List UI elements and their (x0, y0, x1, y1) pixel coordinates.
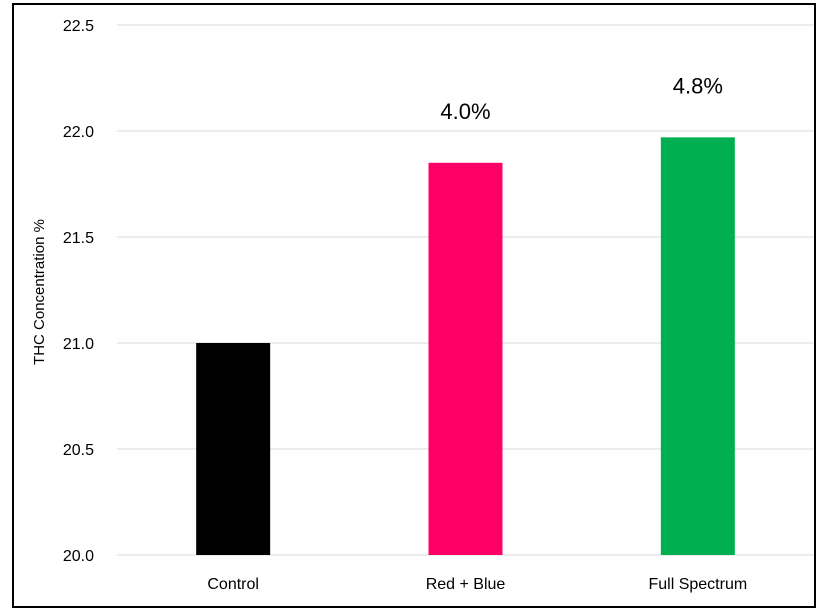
x-tick-label: Red + Blue (426, 576, 506, 593)
x-tick-label: Control (207, 576, 259, 593)
data-label-background (658, 70, 737, 105)
y-tick-label: 21.0 (63, 336, 94, 353)
y-axis-label: THC Concentration % (31, 219, 48, 365)
data-label: 4.0% (440, 99, 490, 124)
y-tick-label: 22.0 (63, 124, 94, 141)
data-label: 4.8% (673, 73, 723, 98)
y-tick-label: 22.5 (63, 18, 94, 35)
x-tick-label: Full Spectrum (648, 576, 747, 593)
y-tick-label: 21.5 (63, 230, 94, 247)
y-tick-label: 20.0 (63, 548, 94, 565)
x-axis-ticks: Control Red + Blue Full Spectrum (207, 576, 747, 593)
bar-red-blue (428, 162, 503, 556)
bars (196, 137, 735, 556)
data-labels: 4.0% 4.8% (426, 70, 737, 130)
bar-control (196, 343, 271, 555)
data-label-background (426, 95, 505, 130)
y-tick-label: 20.5 (63, 442, 94, 459)
y-axis-ticks: 20.0 20.5 21.0 21.5 22.0 22.5 (63, 18, 94, 565)
bar-full-spectrum (660, 137, 735, 556)
